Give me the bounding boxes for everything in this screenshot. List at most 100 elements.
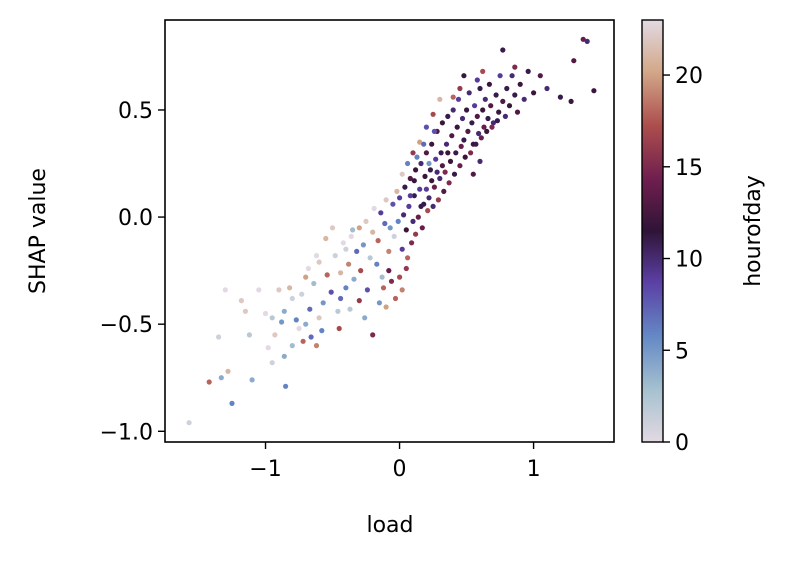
scatter-point [409,240,415,246]
scatter-point [431,128,437,134]
scatter-point [455,96,462,102]
scatter-point [293,317,299,323]
scatter-point [413,231,419,237]
scatter-point [386,268,392,274]
scatter-point [477,158,483,164]
scatter-point [441,188,447,194]
scatter-point [443,141,450,147]
scatter-point [421,141,427,147]
scatter-point [380,285,387,291]
scatter-point [414,154,420,160]
scatter-point [427,167,433,173]
scatter-point [391,233,397,239]
scatter-point [419,225,425,231]
scatter-point [313,253,320,259]
scatter-point [482,96,488,102]
scatter-point [437,96,443,102]
scatter-point [449,133,455,139]
scatter-point [407,175,413,182]
scatter-point [407,193,413,199]
scatter-point [303,274,309,280]
scatter-point [374,261,380,267]
scatter-point [378,210,384,216]
scatter-point [531,90,537,96]
scatter-point [354,248,360,254]
scatter-point [461,137,467,143]
scatter-point [256,287,262,293]
scatter-point [512,92,518,98]
x-tick-label: 0 [393,457,407,482]
scatter-point [279,319,285,325]
scatter-point [397,274,403,280]
scatter-point [525,68,531,74]
scatter-point [246,332,252,338]
scatter-point [509,73,515,79]
y-tick-label: −1.0 [100,420,153,445]
scatter-point [390,201,396,207]
scatter-point [358,268,364,274]
scatter-point [451,171,458,177]
scatter-point [411,178,417,184]
scatter-point [496,109,502,115]
scatter-point [362,315,368,321]
scatter-point [571,58,577,64]
scatter-point [319,328,325,334]
scatter-point [537,73,543,79]
scatter-point [392,295,399,302]
scatter-point [347,306,353,312]
scatter-point [468,150,474,156]
scatter-point [470,171,476,177]
scatter-point [454,124,460,130]
scatter-point [405,160,411,167]
scatter-point [413,167,419,173]
scatter-point [450,94,456,100]
scatter-point [490,120,496,126]
scatter-point [379,274,385,280]
scatter-point [425,208,431,214]
scatter-point [283,383,289,389]
scatter-point [346,261,352,267]
scatter-point [272,332,278,338]
scatter-point [383,304,389,310]
scatter-point [387,225,393,231]
scatter-point [457,85,463,92]
scatter-point [514,109,521,115]
scatter-point [591,88,597,94]
scatter-point [313,343,320,349]
scatter-point [363,218,369,224]
scatter-points [186,36,597,426]
scatter-point [465,128,471,134]
scatter-point [403,265,409,272]
scatter-point [356,298,362,304]
colorbar [641,19,664,443]
scatter-point [320,300,326,306]
scatter-point [289,343,295,349]
scatter-point [399,287,405,293]
scatter-point [500,47,506,53]
scatter-point [336,325,342,332]
scatter-point [517,81,523,87]
scatter-point [308,334,314,340]
scatter-point [397,195,403,201]
scatter-point [489,124,495,130]
scatter-point [474,113,480,119]
scatter-point [276,287,282,293]
x-axis-label: load [366,513,413,538]
scatter-point [262,310,269,317]
scatter-point [206,379,212,385]
scatter-point [439,120,445,126]
scatter-point [502,113,508,119]
scatter-point [466,90,472,96]
y-tick-label: 0.0 [118,206,153,231]
scatter-point [434,169,440,175]
scatter-point [418,203,424,209]
scatter-point [305,265,311,272]
scatter-point [477,85,483,92]
scatter-point [229,400,235,406]
scatter-point [338,295,344,302]
scatter-point [580,36,586,42]
colorbar-tick-label: 5 [675,339,689,364]
scatter-point [423,186,429,192]
scatter-point [350,227,356,233]
scatter-point [410,218,416,224]
